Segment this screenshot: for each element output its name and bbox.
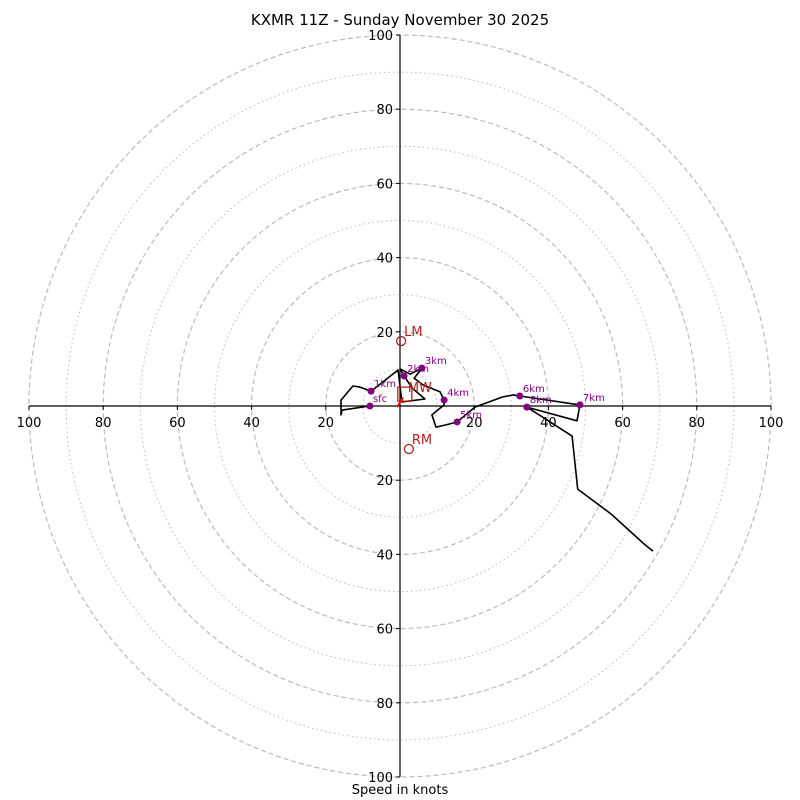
height-label-2km: 2km xyxy=(407,364,429,375)
y-tick-label: 80 xyxy=(376,103,393,118)
x-tick-label: 20 xyxy=(318,416,335,431)
x-axis-label: Speed in knots xyxy=(351,783,449,798)
axes xyxy=(29,35,771,777)
x-tick-label: 40 xyxy=(243,416,260,431)
y-tick-label: 80 xyxy=(376,697,393,712)
y-tick-label: 100 xyxy=(368,771,393,786)
y-tick-label: 20 xyxy=(376,326,393,341)
height-label-6km: 6km xyxy=(523,384,545,395)
height-label-3km: 3km xyxy=(425,356,447,367)
height-marker-3km xyxy=(418,364,426,372)
storm-label-MW: MW xyxy=(408,381,432,396)
hodograph-trace xyxy=(340,367,654,552)
storm-label-RM: RM xyxy=(412,433,432,448)
height-marker-sfc xyxy=(366,402,374,410)
x-tick-label: 100 xyxy=(17,416,42,431)
height-label-sfc: sfc xyxy=(373,394,387,405)
height-marker-7km xyxy=(576,401,584,409)
height-label-8km: 8km xyxy=(530,395,552,406)
y-tick-label: 60 xyxy=(376,177,393,192)
x-tick-label: 80 xyxy=(689,416,706,431)
y-tick-label: 60 xyxy=(376,623,393,638)
y-tick-label: 100 xyxy=(368,29,393,44)
x-tick-label: 60 xyxy=(169,416,186,431)
y-tick-label: 40 xyxy=(376,252,393,267)
height-marker-1km xyxy=(367,387,375,395)
height-marker-6km xyxy=(516,392,524,400)
height-marker-4km xyxy=(440,396,448,404)
x-tick-label: 20 xyxy=(466,416,483,431)
height-label-7km: 7km xyxy=(583,393,605,404)
storm-marker-RM xyxy=(403,443,415,455)
storm-vector-arrow xyxy=(396,396,404,408)
storm-marker-LM xyxy=(395,335,407,347)
x-tick-label: 60 xyxy=(614,416,631,431)
height-marker-2km xyxy=(400,372,408,380)
wind-trace-line xyxy=(340,367,654,552)
height-marker-5km xyxy=(453,418,461,426)
height-label-4km: 4km xyxy=(447,388,469,399)
storm-label-LM: LM xyxy=(404,325,422,340)
height-label-1km: 1km xyxy=(374,379,396,390)
y-tick-label: 20 xyxy=(376,474,393,489)
storm-marker-MW xyxy=(397,386,413,402)
storm-motion-markers: LM RM MW xyxy=(395,325,432,455)
x-tick-label: 80 xyxy=(95,416,112,431)
x-tick-label: 40 xyxy=(540,416,557,431)
chart-title: KXMR 11Z - Sunday November 30 2025 xyxy=(250,11,550,29)
tick-labels: 100 80 60 40 20 20 40 60 80 100 100 80 60 40 20 20 40 60 8… xyxy=(17,29,784,786)
x-tick-label: 100 xyxy=(759,416,784,431)
height-marker-8km xyxy=(523,403,531,411)
height-label-5km: 5km xyxy=(460,410,482,421)
y-tick-label: 40 xyxy=(376,548,393,563)
